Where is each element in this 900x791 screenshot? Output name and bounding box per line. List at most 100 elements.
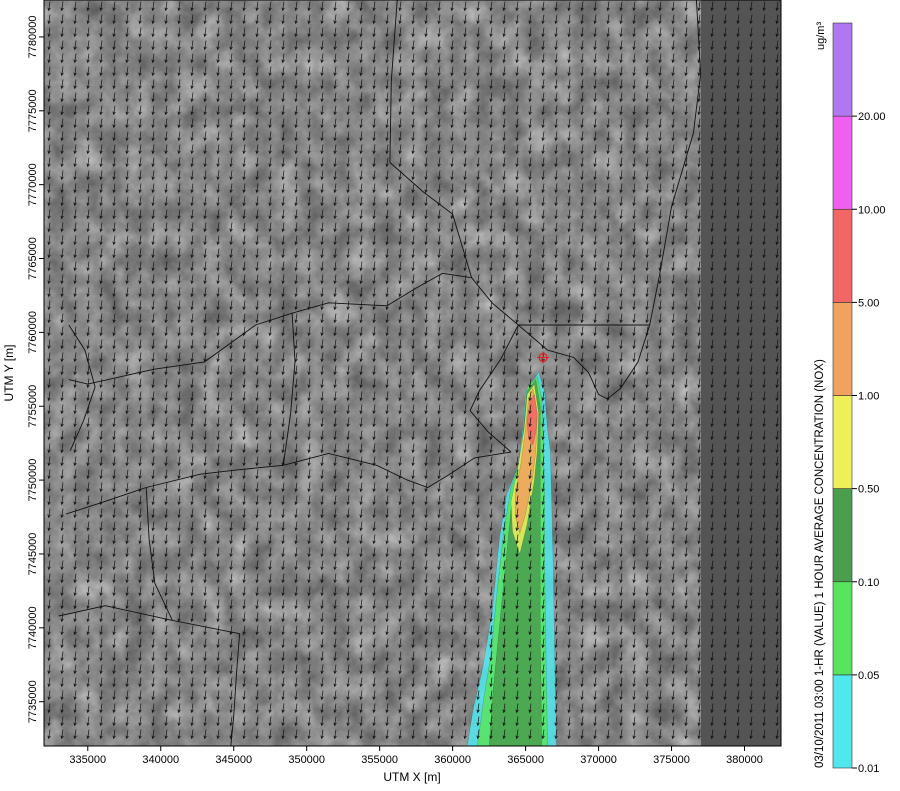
wind-vector — [229, 261, 233, 272]
wind-vector — [411, 391, 415, 402]
wind-vector — [632, 443, 636, 454]
wind-vector — [515, 391, 519, 402]
wind-vector — [164, 391, 168, 402]
wind-vector — [294, 300, 298, 311]
wind-vector — [203, 586, 207, 597]
wind-vector — [723, 586, 727, 597]
wind-vector — [762, 196, 766, 207]
wind-vector — [411, 248, 415, 259]
wind-vector — [463, 417, 467, 428]
wind-vector — [190, 235, 194, 246]
wind-vector — [164, 326, 168, 337]
wind-vector — [749, 365, 753, 376]
wind-vector — [515, 365, 519, 376]
wind-vector — [671, 27, 675, 38]
wind-vector — [723, 651, 727, 662]
wind-vector — [203, 456, 207, 467]
wind-vector — [554, 287, 558, 298]
wind-vector — [307, 586, 311, 597]
wind-vector — [541, 482, 545, 493]
wind-vector — [528, 521, 532, 532]
wind-vector — [151, 261, 155, 272]
wind-vector — [424, 274, 428, 285]
wind-vector — [671, 586, 675, 597]
wind-vector — [541, 40, 545, 51]
wind-vector — [437, 391, 441, 402]
wind-vector — [203, 66, 207, 77]
wind-vector — [710, 352, 714, 363]
wind-vector — [359, 729, 363, 740]
wind-vector — [502, 456, 506, 467]
wind-vector — [580, 300, 584, 311]
wind-vector — [710, 391, 714, 402]
wind-vector — [385, 157, 389, 168]
wind-vector — [424, 287, 428, 298]
wind-vector — [333, 430, 337, 441]
wind-vector — [177, 196, 181, 207]
wind-vector — [112, 638, 116, 649]
wind-vector — [73, 118, 77, 129]
wind-vectors — [47, 1, 779, 740]
wind-vector — [710, 105, 714, 116]
wind-vector — [697, 14, 701, 25]
wind-vector — [502, 27, 506, 38]
wind-vector — [398, 560, 402, 571]
wind-vector — [632, 404, 636, 415]
wind-vector — [450, 274, 454, 285]
wind-vector — [333, 300, 337, 311]
wind-vector — [177, 443, 181, 454]
wind-vector — [489, 196, 493, 207]
wind-vector — [99, 1, 103, 12]
wind-vector — [476, 196, 480, 207]
wind-vector — [606, 14, 610, 25]
wind-vector — [372, 482, 376, 493]
wind-vector — [476, 495, 480, 506]
wind-vector — [502, 586, 506, 597]
wind-vector — [554, 560, 558, 571]
wind-vector — [502, 677, 506, 688]
wind-vector — [73, 534, 77, 545]
wind-vector — [99, 430, 103, 441]
wind-vector — [697, 521, 701, 532]
wind-vector — [515, 651, 519, 662]
wind-vector — [372, 456, 376, 467]
wind-vector — [164, 118, 168, 129]
wind-vector — [86, 534, 90, 545]
wind-vector — [190, 131, 194, 142]
wind-vector — [450, 287, 454, 298]
wind-vector — [749, 261, 753, 272]
plume-contour — [526, 393, 538, 446]
wind-vector — [671, 534, 675, 545]
wind-vector — [567, 170, 571, 181]
legend-level-label: 0.10 — [858, 577, 879, 589]
wind-vector — [216, 677, 220, 688]
wind-vector — [86, 131, 90, 142]
wind-vector — [229, 599, 233, 610]
wind-vector — [710, 638, 714, 649]
wind-vector — [151, 248, 155, 259]
wind-vector — [112, 365, 116, 376]
wind-vector — [203, 352, 207, 363]
wind-vector — [567, 352, 571, 363]
wind-vector — [463, 92, 467, 103]
wind-vector — [307, 274, 311, 285]
wind-vector — [528, 469, 532, 480]
wind-vector — [749, 469, 753, 480]
wind-vector — [359, 157, 363, 168]
wind-vector — [203, 183, 207, 194]
wind-vector — [151, 417, 155, 428]
wind-vector — [645, 625, 649, 636]
wind-vector — [112, 482, 116, 493]
wind-vector — [645, 586, 649, 597]
wind-vector — [710, 196, 714, 207]
wind-vector — [762, 625, 766, 636]
wind-vector — [424, 651, 428, 662]
wind-vector — [567, 131, 571, 142]
wind-vector — [528, 274, 532, 285]
wind-vector — [60, 365, 64, 376]
wind-vector — [294, 79, 298, 90]
wind-vector — [177, 287, 181, 298]
wind-vector — [710, 235, 714, 246]
wind-vector — [268, 170, 272, 181]
wind-vector — [229, 222, 233, 233]
